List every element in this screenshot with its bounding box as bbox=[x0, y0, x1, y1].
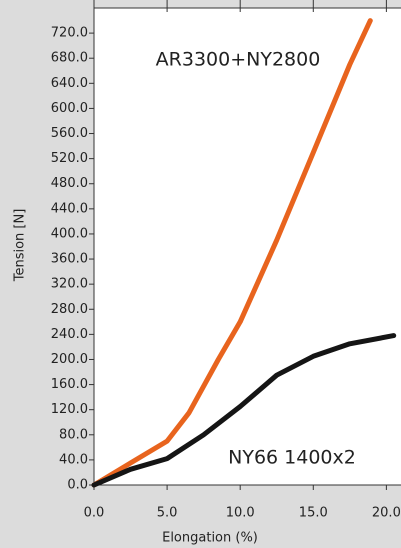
y-tick-label: 240.0 bbox=[51, 327, 88, 342]
x-tick-label: 5.0 bbox=[157, 506, 178, 521]
series-label: NY66 1400x2 bbox=[228, 447, 356, 469]
y-tick-label: 640.0 bbox=[51, 76, 88, 91]
y-tick-label: 120.0 bbox=[51, 402, 88, 417]
line-series bbox=[91, 333, 397, 488]
y-tick-label: 360.0 bbox=[51, 252, 88, 267]
y-tick-label: 320.0 bbox=[51, 277, 88, 292]
y-tick-label: 160.0 bbox=[51, 377, 88, 392]
y-tick-label: 560.0 bbox=[51, 126, 88, 141]
line-series bbox=[91, 18, 373, 488]
y-tick-label: 720.0 bbox=[51, 26, 88, 41]
y-tick-label: 0.0 bbox=[67, 478, 88, 493]
x-tick-label: 0.0 bbox=[84, 506, 105, 521]
y-tick-label: 520.0 bbox=[51, 151, 88, 166]
y-tick-label: 680.0 bbox=[51, 51, 88, 66]
y-axis-label: Tension [N] bbox=[13, 209, 28, 283]
y-tick-label: 440.0 bbox=[51, 201, 88, 216]
x-tick-label: 20.0 bbox=[372, 506, 401, 521]
y-tick-label: 400.0 bbox=[51, 226, 88, 241]
y-tick-label: 80.0 bbox=[59, 427, 88, 442]
y-tick-label: 280.0 bbox=[51, 302, 88, 317]
y-tick-label: 40.0 bbox=[59, 452, 88, 467]
y-tick-label: 480.0 bbox=[51, 176, 88, 191]
x-axis-label: Elongation (%) bbox=[162, 531, 258, 546]
plot-area bbox=[93, 7, 401, 486]
x-tick-label: 10.0 bbox=[226, 506, 255, 521]
x-tick-label: 15.0 bbox=[299, 506, 328, 521]
y-tick-label: 600.0 bbox=[51, 101, 88, 116]
series-label: AR3300+NY2800 bbox=[156, 49, 321, 71]
y-tick-label: 200.0 bbox=[51, 352, 88, 367]
